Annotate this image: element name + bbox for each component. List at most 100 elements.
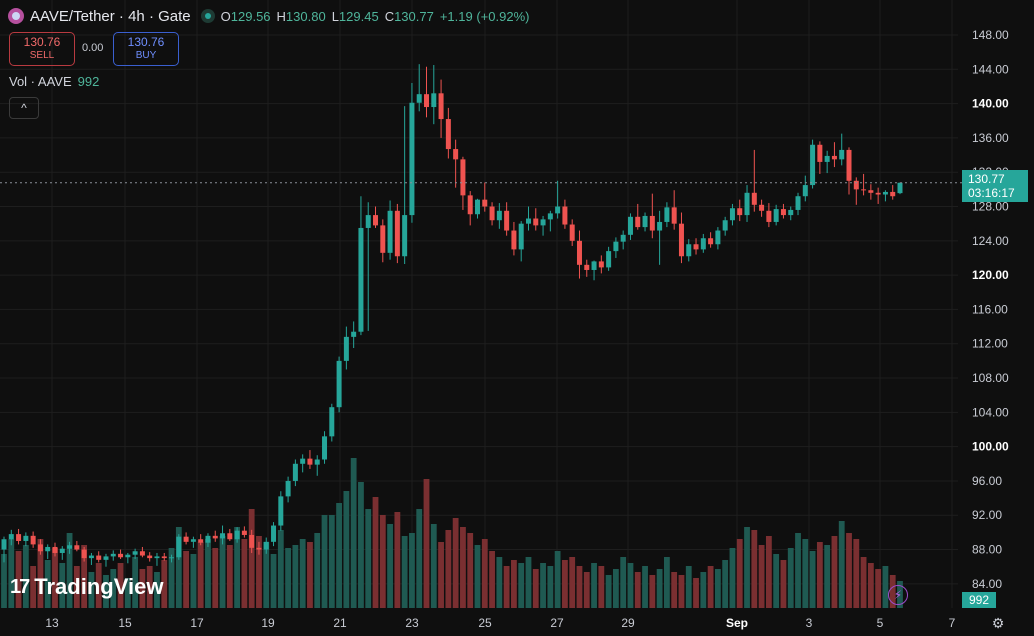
market-status-icon[interactable]: [200, 9, 215, 23]
candle-body: [547, 213, 553, 220]
buy-price: 130.76: [127, 35, 165, 49]
candle-body: [103, 556, 109, 560]
candle-body: [161, 556, 167, 559]
volume-bar: [8, 539, 15, 608]
volume-bar: [248, 509, 255, 608]
volume-bar: [234, 527, 241, 608]
candle-body: [817, 144, 823, 162]
volume-bar: [161, 560, 168, 608]
candle-body: [788, 209, 794, 216]
y-tick-label: 92.00: [972, 508, 1002, 522]
volume-bar: [489, 551, 495, 608]
volume-bar: [285, 548, 291, 608]
volume-bar: [809, 551, 816, 608]
candle-body: [744, 192, 750, 216]
volume-bar: [452, 518, 459, 608]
candle-body: [482, 199, 488, 207]
candle-body: [16, 534, 22, 541]
settings-gear-icon[interactable]: ⚙: [991, 615, 1005, 631]
volume-bar: [656, 569, 663, 608]
volume-bar: [124, 578, 131, 608]
volume-bar: [642, 566, 648, 608]
volume-bar: [518, 563, 525, 608]
sell-label: SELL: [29, 50, 55, 61]
volume-bar: [197, 542, 204, 608]
volume-bar: [394, 512, 401, 608]
volume-bar: [81, 545, 88, 608]
candle-body: [715, 230, 721, 245]
volume-bar: [95, 563, 102, 608]
volume-bar: [758, 545, 765, 608]
candle-body: [802, 185, 808, 197]
volume-bar: [714, 569, 721, 608]
candle-body: [751, 192, 757, 205]
candle-body: [562, 206, 568, 225]
x-tick-label: 21: [333, 616, 347, 630]
volume-bar: [853, 539, 860, 608]
candle-body: [686, 244, 692, 257]
volume-bar: [773, 554, 780, 608]
tradingview-logo[interactable]: 17 TradingView: [10, 574, 163, 600]
volume-bar: [671, 572, 678, 608]
candle-body: [314, 459, 320, 465]
candle-body: [220, 533, 226, 539]
volume-legend-value: 992: [77, 74, 100, 89]
collapse-button[interactable]: ^: [9, 97, 39, 119]
candle-body: [402, 215, 408, 257]
volume-bar: [707, 566, 714, 608]
volume-bar: [321, 515, 328, 608]
candle-body: [59, 548, 65, 553]
y-tick-label: 88.00: [972, 543, 1002, 557]
y-tick-label: 100.00: [972, 440, 1009, 454]
y-tick-label: 124.00: [972, 234, 1009, 248]
volume-bar: [154, 572, 160, 608]
volume-bar: [576, 566, 583, 608]
volume-bar: [343, 491, 350, 608]
candle-body: [868, 190, 874, 193]
tradingview-wordmark: TradingView: [34, 574, 164, 599]
volume-bar: [175, 527, 182, 608]
candle-body: [351, 331, 357, 337]
sell-button[interactable]: 130.76 SELL: [9, 32, 75, 66]
lightning-icon[interactable]: ⚡: [888, 585, 908, 605]
volume-bar: [423, 479, 430, 608]
candle-body: [416, 94, 422, 103]
candle-body: [831, 155, 837, 160]
volume-bar: [445, 530, 452, 608]
candle-body: [875, 192, 881, 195]
candle-body: [96, 555, 102, 560]
candle-body: [329, 407, 335, 437]
vertical-gridlines: [51, 0, 953, 608]
volume-legend[interactable]: Vol · AAVE 992: [9, 74, 99, 89]
volume-bar: [765, 536, 772, 608]
candle-body: [380, 225, 386, 253]
candle-body: [118, 553, 124, 558]
buy-button[interactable]: 130.76 BUY: [113, 32, 179, 66]
volume-bar: [256, 536, 262, 608]
candle-body: [198, 539, 204, 543]
candle-body: [249, 534, 255, 548]
volume-bar: [554, 551, 561, 608]
candle-body: [183, 536, 189, 542]
x-tick-label: 5: [877, 616, 884, 630]
y-tick-label: 96.00: [972, 474, 1002, 488]
candle-body: [241, 530, 247, 535]
symbol-title[interactable]: AAVE/Tether · 4h · Gate: [30, 7, 191, 25]
volume-bar: [649, 575, 656, 608]
volume-bar: [146, 566, 153, 608]
candle-body: [722, 220, 728, 231]
volume-bars: [1, 458, 903, 608]
candle-body: [139, 551, 145, 556]
change-value: +1.19 (+0.92%): [439, 8, 530, 24]
volume-bar: [875, 569, 882, 608]
candle-body: [897, 182, 903, 194]
y-tick-label: 148.00: [972, 28, 1009, 42]
candle-body: [882, 191, 888, 195]
volume-bar: [52, 548, 58, 608]
candle-body: [263, 541, 269, 550]
candle-body: [343, 336, 349, 361]
candle-body: [496, 210, 502, 221]
x-tick-label: 15: [118, 616, 132, 630]
candle-body: [292, 463, 298, 481]
